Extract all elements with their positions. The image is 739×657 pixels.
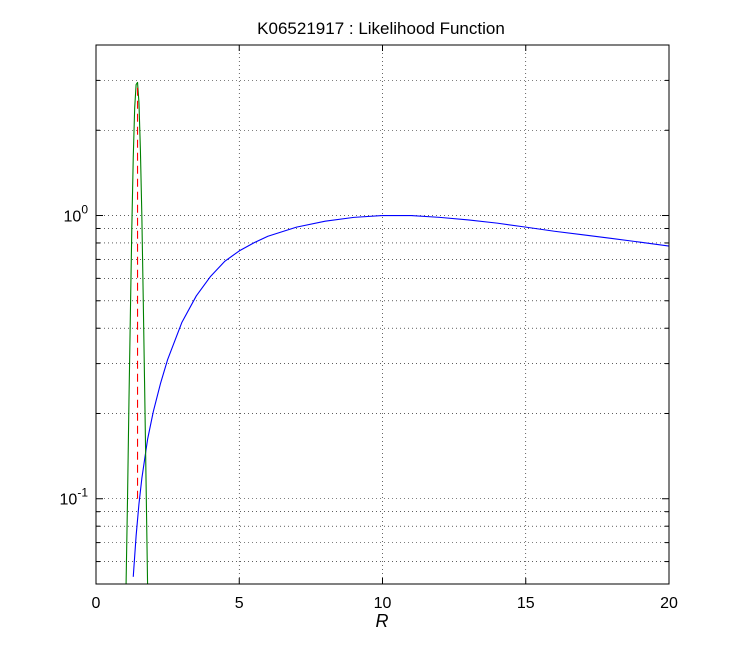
y-tick-exponent: -1: [77, 486, 88, 500]
x-tick-label: 5: [235, 595, 244, 612]
y-tick-label: 100: [64, 203, 89, 226]
x-tick-label: 20: [660, 595, 678, 612]
y-tick-label: 10-1: [60, 486, 89, 509]
series-group: [125, 81, 669, 584]
y-tick-base: 10: [60, 492, 78, 509]
x-axis-label: R: [376, 611, 389, 631]
x-tick-label: 10: [374, 595, 392, 612]
series-line-1: [125, 81, 149, 584]
x-tick-label: 15: [517, 595, 535, 612]
plot-area: [96, 45, 669, 584]
chart-title: K06521917 : Likelihood Function: [257, 19, 505, 38]
y-tick-exponent: 0: [81, 203, 88, 217]
y-tick-base: 10: [64, 209, 82, 226]
x-tick-label: 0: [92, 595, 101, 612]
series-line-0: [132, 214, 669, 577]
